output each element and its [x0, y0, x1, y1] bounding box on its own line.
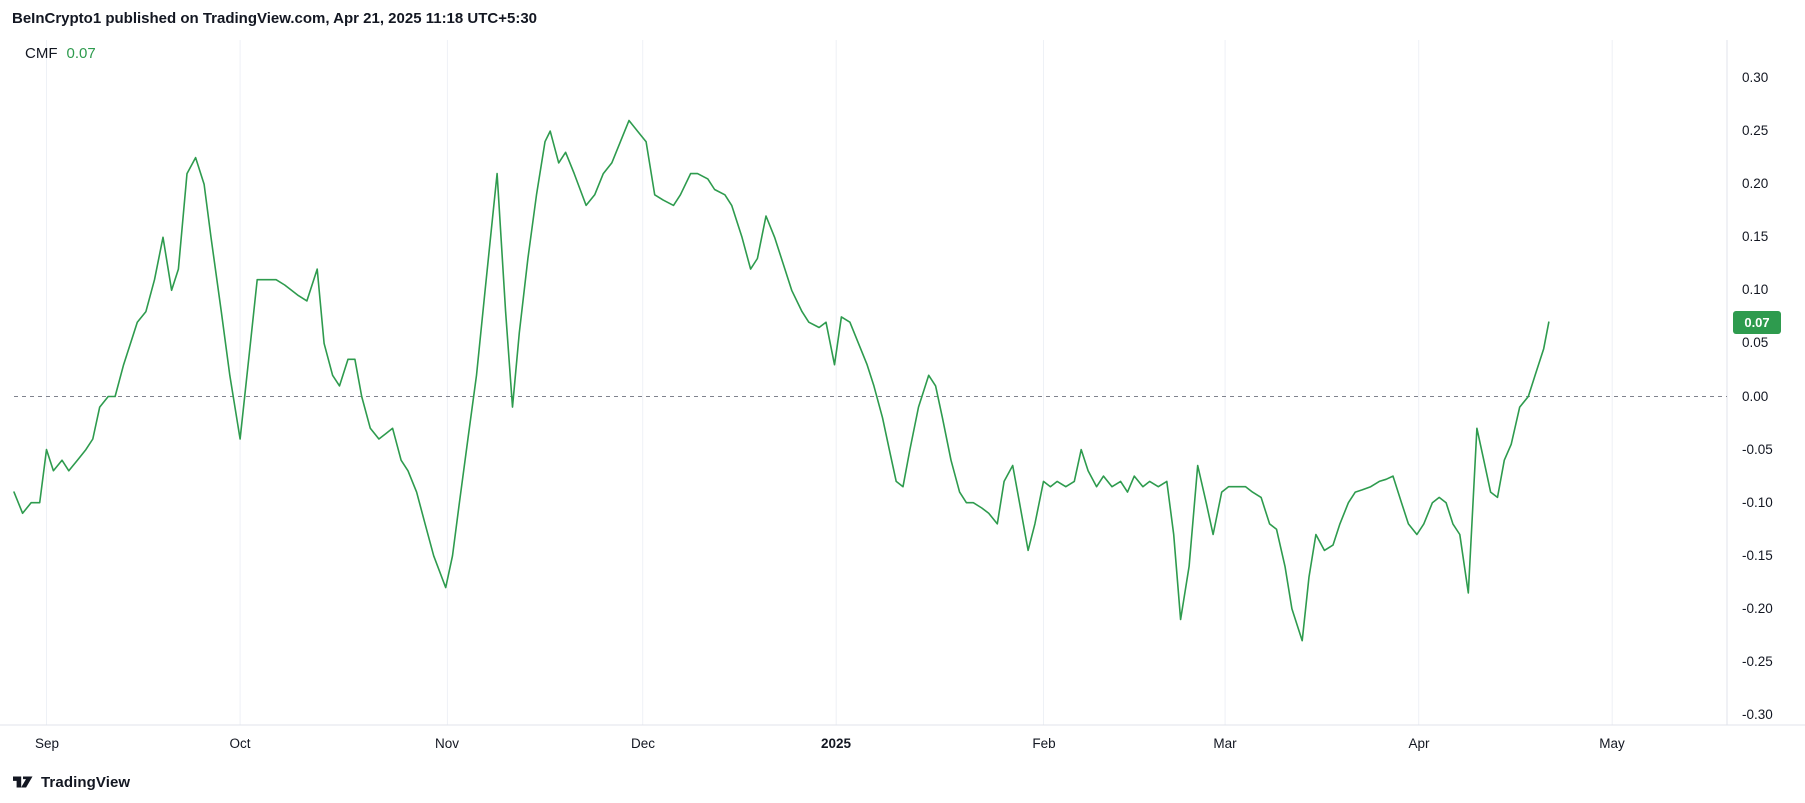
- y-axis-label: 0.30: [1742, 70, 1769, 85]
- x-axis-label: Sep: [34, 736, 60, 751]
- x-axis-label: May: [1599, 736, 1625, 751]
- current-value-badge: 0.07: [1733, 311, 1781, 334]
- y-axis-label: 0.20: [1742, 176, 1769, 191]
- x-axis-label: Oct: [229, 736, 251, 751]
- y-axis-label: 0.15: [1742, 229, 1769, 244]
- y-axis-label: 0.00: [1742, 389, 1769, 404]
- footer-brand: TradingView: [12, 769, 130, 795]
- y-axis-label: -0.30: [1742, 707, 1773, 722]
- y-axis-label: -0.10: [1742, 495, 1773, 510]
- publish-header: BeInCrypto1 published on TradingView.com…: [12, 9, 537, 29]
- tradingview-logo-icon[interactable]: [12, 773, 34, 791]
- x-axis-label: 2025: [820, 736, 852, 751]
- x-axis-label: Nov: [434, 736, 460, 751]
- y-axis-label: 0.05: [1742, 335, 1769, 350]
- x-axis-label: Mar: [1213, 736, 1237, 751]
- x-axis-label: Feb: [1032, 736, 1056, 751]
- indicator-legend: CMF 0.07: [25, 45, 96, 62]
- y-axis-label: 0.10: [1742, 282, 1769, 297]
- y-axis-label: 0.25: [1742, 123, 1769, 138]
- tradingview-wordmark[interactable]: TradingView: [41, 773, 131, 791]
- x-axis-label: Dec: [630, 736, 656, 751]
- y-axis-label: -0.15: [1742, 548, 1773, 563]
- y-axis-label: -0.05: [1742, 442, 1773, 457]
- x-axis-label: Apr: [1408, 736, 1430, 751]
- indicator-value-label: 0.07: [66, 45, 96, 62]
- current-value-text: 0.07: [1744, 315, 1770, 330]
- y-axis-label: -0.20: [1742, 601, 1773, 616]
- indicator-name-label[interactable]: CMF: [25, 45, 58, 62]
- y-axis-label: -0.25: [1742, 654, 1773, 669]
- publish-title: BeInCrypto1 published on TradingView.com…: [12, 10, 538, 27]
